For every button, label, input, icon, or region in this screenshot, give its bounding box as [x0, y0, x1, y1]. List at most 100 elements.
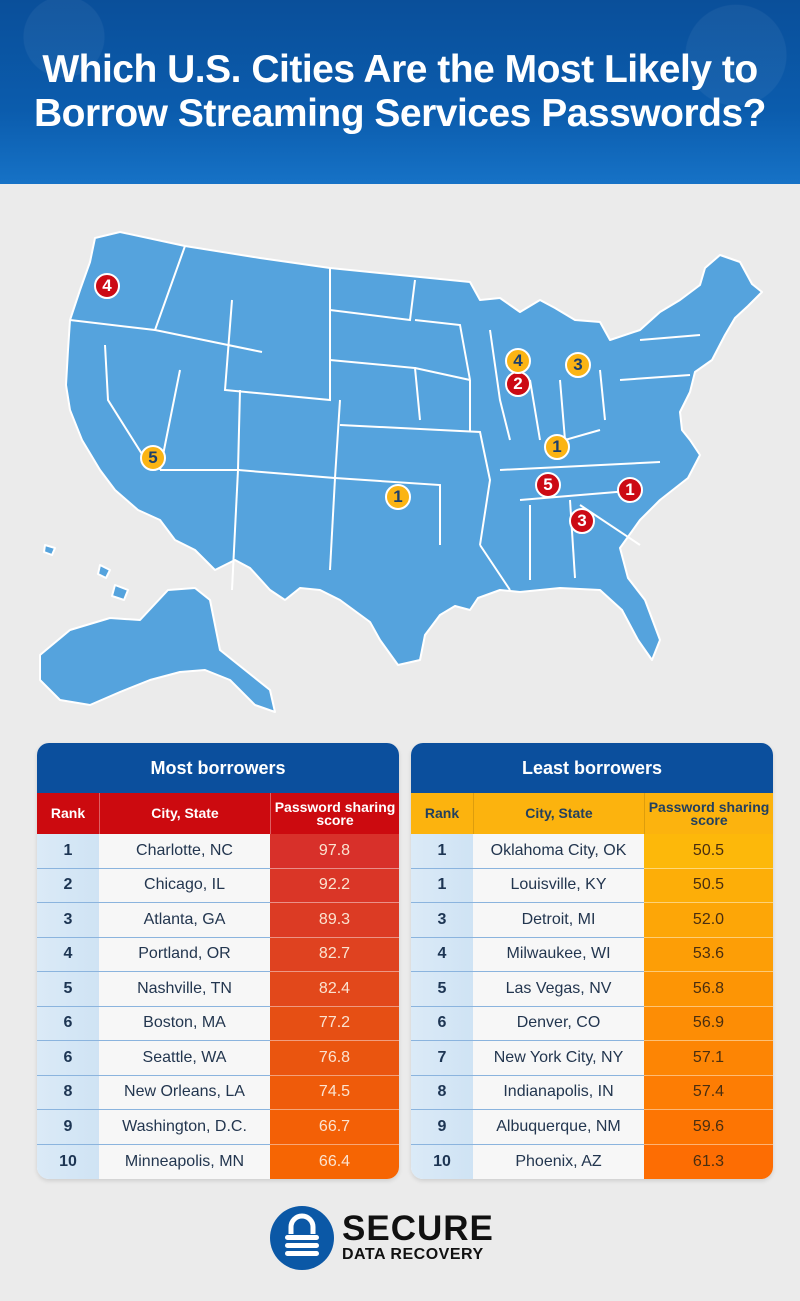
table-row: 1 Charlotte, NC 97.8	[37, 834, 399, 869]
rank-cell: 1	[37, 834, 99, 869]
score-cell: 56.9	[644, 1006, 773, 1041]
rank-cell: 10	[411, 1144, 473, 1179]
rank-cell: 6	[37, 1006, 99, 1041]
rank-cell: 8	[37, 1075, 99, 1110]
city-cell: Las Vegas, NV	[473, 972, 644, 1007]
city-cell: Seattle, WA	[99, 1041, 270, 1076]
brand-logo: SECURE DATA RECOVERY	[270, 1206, 494, 1270]
city-cell: Charlotte, NC	[99, 834, 270, 869]
score-cell: 66.7	[270, 1110, 399, 1145]
map-marker-least: 5	[140, 445, 166, 471]
city-cell: Nashville, TN	[99, 972, 270, 1007]
score-cell: 89.3	[270, 903, 399, 938]
score-cell: 52.0	[644, 903, 773, 938]
padlock-icon	[270, 1206, 334, 1270]
map-marker-least: 3	[565, 352, 591, 378]
score-cell: 56.8	[644, 972, 773, 1007]
table-row: 10 Minneapolis, MN 66.4	[37, 1144, 399, 1179]
map-marker-most: 3	[569, 508, 595, 534]
most-borrowers-table: Most borrowers Rank City, State Password…	[37, 743, 399, 1179]
city-cell: New Orleans, LA	[99, 1075, 270, 1110]
city-cell: Washington, D.C.	[99, 1110, 270, 1145]
table-row: 4 Milwaukee, WI 53.6	[411, 937, 773, 972]
rank-cell: 10	[37, 1144, 99, 1179]
column-header-rank: Rank	[424, 805, 460, 821]
score-cell: 76.8	[270, 1041, 399, 1076]
city-cell: Albuquerque, NM	[473, 1110, 644, 1145]
table-row: 1 Louisville, KY 50.5	[411, 868, 773, 903]
city-cell: New York City, NY	[473, 1041, 644, 1076]
logo-line-1: SECURE	[342, 1209, 494, 1248]
column-header-score: Password sharing score	[644, 793, 773, 834]
city-cell: Chicago, IL	[99, 868, 270, 903]
city-cell: Louisville, KY	[473, 868, 644, 903]
map-marker-least: 4	[505, 348, 531, 374]
score-cell: 97.8	[270, 834, 399, 869]
map-marker-most: 2	[505, 371, 531, 397]
us-map-shape	[39, 231, 763, 713]
score-cell: 57.4	[644, 1075, 773, 1110]
city-cell: Boston, MA	[99, 1006, 270, 1041]
header-banner: Which U.S. Cities Are the Most Likely to…	[0, 0, 800, 184]
page-title: Which U.S. Cities Are the Most Likely to…	[10, 48, 790, 136]
map-marker-least: 1	[385, 484, 411, 510]
city-cell: Minneapolis, MN	[99, 1144, 270, 1179]
city-cell: Denver, CO	[473, 1006, 644, 1041]
title-line-2: Borrow Streaming Services Passwords?	[34, 92, 766, 135]
rank-cell: 5	[411, 972, 473, 1007]
table-row: 8 Indianapolis, IN 57.4	[411, 1075, 773, 1110]
rank-cell: 5	[37, 972, 99, 1007]
city-cell: Atlanta, GA	[99, 903, 270, 938]
score-cell: 53.6	[644, 937, 773, 972]
map-marker-most: 4	[94, 273, 120, 299]
rank-cell: 9	[37, 1110, 99, 1145]
rank-cell: 1	[411, 834, 473, 869]
table-row: 7 New York City, NY 57.1	[411, 1041, 773, 1076]
table-row: 3 Atlanta, GA 89.3	[37, 903, 399, 938]
map-marker-most: 5	[535, 472, 561, 498]
score-cell: 50.5	[644, 834, 773, 869]
city-cell: Phoenix, AZ	[473, 1144, 644, 1179]
score-cell: 82.4	[270, 972, 399, 1007]
column-header-city: City, State	[473, 793, 644, 834]
score-cell: 57.1	[644, 1041, 773, 1076]
score-cell: 77.2	[270, 1006, 399, 1041]
table-row: 3 Detroit, MI 52.0	[411, 903, 773, 938]
table-row: 5 Las Vegas, NV 56.8	[411, 972, 773, 1007]
table-header: Rank City, State Password sharing score	[411, 793, 773, 834]
table-row: 6 Denver, CO 56.9	[411, 1006, 773, 1041]
score-cell: 59.6	[644, 1110, 773, 1145]
rank-cell: 3	[37, 903, 99, 938]
table-body: 1 Oklahoma City, OK 50.5 1 Louisville, KY 50.…	[411, 834, 773, 1179]
logo-line-2: DATA RECOVERY	[342, 1246, 484, 1263]
table-row: 6 Boston, MA 77.2	[37, 1006, 399, 1041]
rank-cell: 7	[411, 1041, 473, 1076]
rank-cell: 4	[411, 937, 473, 972]
table-header: Rank City, State Password sharing score	[37, 793, 399, 834]
column-header-rank: Rank	[50, 805, 86, 821]
table-row: 2 Chicago, IL 92.2	[37, 868, 399, 903]
rank-cell: 3	[411, 903, 473, 938]
score-cell: 66.4	[270, 1144, 399, 1179]
score-cell: 92.2	[270, 868, 399, 903]
table-body: 1 Charlotte, NC 97.8 2 Chicago, IL 92.2 3 Atlan…	[37, 834, 399, 1179]
table-row: 5 Nashville, TN 82.4	[37, 972, 399, 1007]
rank-cell: 1	[411, 868, 473, 903]
city-cell: Oklahoma City, OK	[473, 834, 644, 869]
table-row: 8 New Orleans, LA 74.5	[37, 1075, 399, 1110]
city-cell: Milwaukee, WI	[473, 937, 644, 972]
table-title: Least borrowers	[411, 743, 773, 793]
column-header-city: City, State	[99, 793, 270, 834]
logo-text: SECURE DATA RECOVERY	[342, 1209, 494, 1264]
table-row: 1 Oklahoma City, OK 50.5	[411, 834, 773, 869]
table-row: 10 Phoenix, AZ 61.3	[411, 1144, 773, 1179]
map-marker-most: 1	[617, 477, 643, 503]
rank-cell: 6	[411, 1006, 473, 1041]
score-cell: 61.3	[644, 1144, 773, 1179]
rank-cell: 9	[411, 1110, 473, 1145]
table-row: 9 Albuquerque, NM 59.6	[411, 1110, 773, 1145]
score-cell: 50.5	[644, 868, 773, 903]
map-marker-least: 1	[544, 434, 570, 460]
table-title: Most borrowers	[37, 743, 399, 793]
